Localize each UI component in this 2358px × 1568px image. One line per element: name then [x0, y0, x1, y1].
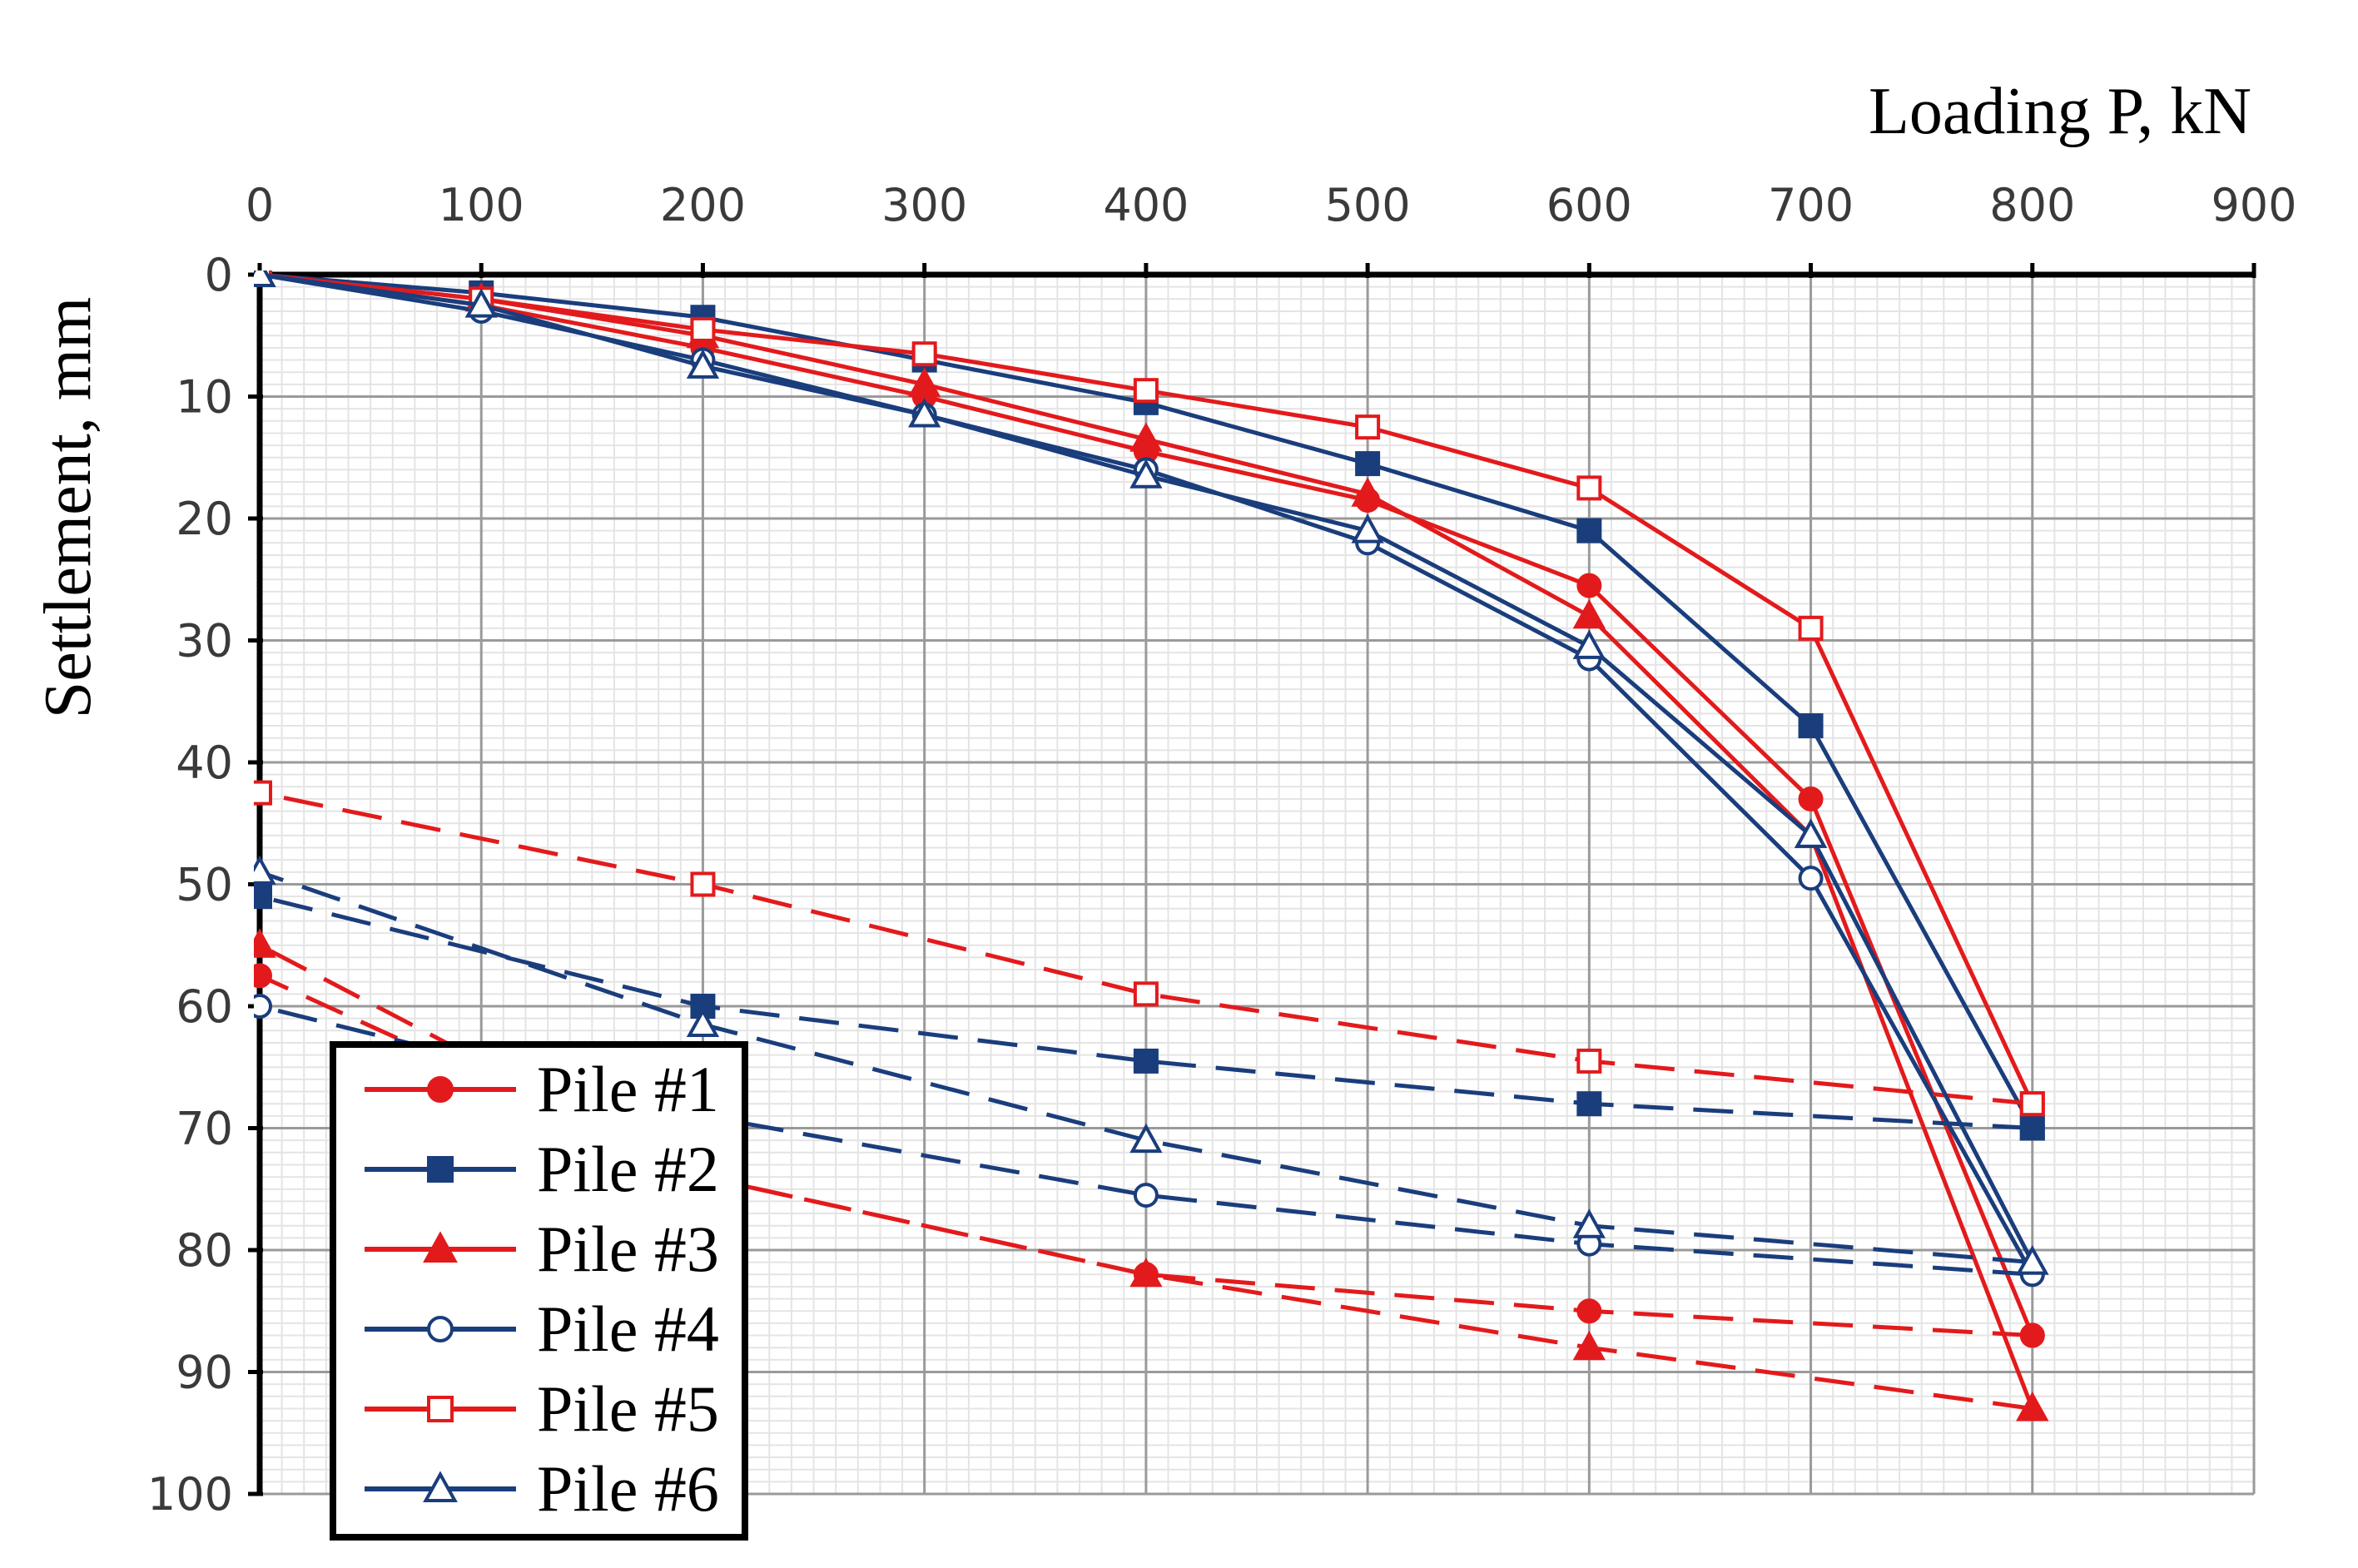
x-tick-label: 300 — [881, 179, 967, 231]
y-tick-label: 70 — [176, 1103, 233, 1155]
loading-point — [1798, 866, 1824, 891]
unloading-point — [1129, 1257, 1163, 1288]
x-axis-title: Loading P, kN — [1869, 75, 2251, 148]
loading-point — [1576, 573, 1602, 598]
unloading-point — [686, 1007, 720, 1037]
y-tick-label: 80 — [176, 1224, 233, 1277]
unloading-point — [1572, 1208, 1606, 1238]
y-axis-title: Settlement, mm — [32, 297, 105, 719]
x-tick-label: 700 — [1768, 179, 1854, 231]
loading-point — [1576, 475, 1602, 501]
x-tick-label: 500 — [1325, 179, 1411, 231]
legend-entry-pile-4: Pile #4 — [365, 1293, 719, 1365]
legend-label: Pile #3 — [537, 1213, 719, 1285]
unloading-point — [1133, 1048, 1159, 1074]
legend-entry-pile-5: Pile #5 — [365, 1372, 719, 1445]
loading-point — [686, 349, 720, 379]
loading-point — [1355, 451, 1381, 477]
x-tick-label: 600 — [1546, 179, 1632, 231]
y-tick-label: 40 — [176, 737, 233, 789]
legend-label: Pile #4 — [537, 1293, 719, 1365]
unloading-point — [690, 871, 716, 897]
unloading-point — [254, 963, 272, 989]
unloading-point — [1572, 1330, 1606, 1361]
legend-label: Pile #6 — [537, 1452, 719, 1525]
x-tick-label: 0 — [246, 179, 274, 231]
unloading-point — [1133, 981, 1159, 1007]
loading-point — [1129, 422, 1163, 452]
x-tick-label: 800 — [1989, 179, 2075, 231]
legend-marker — [423, 1231, 458, 1263]
loading-point — [911, 341, 937, 367]
loading-point — [1798, 615, 1824, 641]
loading-point — [1576, 518, 1602, 543]
unloading-point — [1576, 1091, 1602, 1117]
unloading-point — [254, 928, 276, 958]
legend-marker — [423, 1471, 458, 1502]
loading-point — [1798, 713, 1824, 739]
tick-labels: 0 100 200 300 400 500 600 700 800 900 0 10 20 30 40 50 6… — [147, 179, 2297, 1521]
unloading-point — [2016, 1392, 2049, 1422]
unloading-point — [254, 780, 272, 806]
loading-point — [1794, 818, 1828, 848]
loading-point — [1572, 629, 1606, 659]
legend-entry-pile-2: Pile #2 — [365, 1133, 719, 1205]
legend-box — [330, 1041, 748, 1541]
unloading-point — [254, 855, 276, 885]
y-tick-label: 100 — [147, 1468, 233, 1521]
unloading-point — [254, 884, 272, 910]
loading-point — [1129, 459, 1163, 489]
unloading-point — [2016, 1245, 2049, 1275]
unloading-point — [2019, 1091, 2045, 1117]
y-tick-label: 30 — [176, 615, 233, 667]
unloading-point — [254, 994, 272, 1019]
loading-point — [1351, 477, 1384, 507]
loading-point — [1351, 514, 1384, 543]
unloading-line — [259, 791, 2033, 1106]
loading-point — [690, 316, 716, 342]
unloading-point — [1133, 1183, 1159, 1208]
unloading-point — [1129, 1123, 1163, 1154]
loading-point — [1572, 598, 1606, 629]
unloading-line — [259, 870, 2033, 1265]
legend-label: Pile #2 — [537, 1133, 719, 1205]
unloading-point — [2019, 1115, 2045, 1141]
x-tick-label: 100 — [439, 179, 524, 231]
legend-marker — [427, 1156, 454, 1183]
legend-entry-pile-3: Pile #3 — [365, 1213, 719, 1285]
x-tick-label: 200 — [660, 179, 746, 231]
y-tick-label: 90 — [176, 1347, 233, 1399]
loading-point — [464, 288, 498, 318]
loading-point — [254, 270, 276, 287]
y-tick-label: 20 — [176, 493, 233, 545]
unloading-point — [1576, 1298, 1602, 1324]
y-tick-label: 0 — [205, 249, 233, 301]
series-pile-6 — [254, 270, 2049, 1275]
legend-marker — [427, 1316, 454, 1342]
x-tick-label: 900 — [2211, 179, 2296, 231]
loading-point — [1798, 786, 1824, 811]
legend-label: Pile #1 — [537, 1053, 719, 1125]
legend-marker — [427, 1076, 454, 1103]
loading-point — [908, 367, 941, 397]
loading-point — [1133, 378, 1159, 404]
legend-entry-pile-1: Pile #1 — [365, 1053, 719, 1125]
legend-entry-pile-6: Pile #6 — [365, 1452, 719, 1525]
legend-label: Pile #5 — [537, 1372, 719, 1445]
x-tick-label: 400 — [1103, 179, 1189, 231]
legend-marker — [427, 1396, 454, 1422]
y-tick-label: 60 — [176, 980, 233, 1033]
loading-point — [1355, 414, 1381, 440]
loading-point — [908, 398, 941, 428]
unloading-point — [1576, 1048, 1602, 1074]
unloading-point — [2019, 1322, 2045, 1348]
y-tick-label: 50 — [176, 859, 233, 911]
y-tick-label: 10 — [176, 371, 233, 424]
